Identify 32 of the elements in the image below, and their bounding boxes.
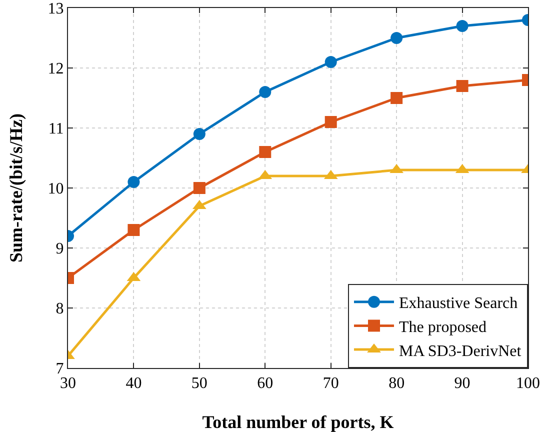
y-axis-title: Sum-rate/(bit/s/Hz) [6,114,26,262]
y-tick-label: 8 [56,300,64,318]
point [390,32,403,44]
x-tick-label: 70 [322,375,339,392]
x-tick-label: 30 [60,375,76,392]
x-tick-label: 60 [257,375,274,392]
y-tick-label: 13 [48,0,64,18]
y-tick-label: 10 [48,180,64,198]
x-tick-label: 80 [388,375,405,392]
x-tick-label: 90 [454,375,470,392]
point [390,92,403,104]
point [193,128,206,140]
point [324,56,337,68]
point [456,80,468,92]
point [193,182,206,194]
x-tick-label: 40 [126,375,142,392]
x-axis-title: Total number of ports, K [202,412,394,432]
point [128,176,140,188]
legend-label: The proposed [399,318,487,336]
point [259,146,272,158]
legend-label: Exhaustive Search [399,295,518,312]
point [324,116,337,128]
point [259,86,272,98]
x-tick-label: 100 [516,375,540,392]
point [456,20,468,32]
y-tick-label: 12 [48,60,64,78]
y-tick-label: 11 [48,120,64,138]
legend-label: MA SD3-DerivNet [399,342,522,360]
y-tick-label: 7 [56,360,64,378]
y-tick-label: 9 [56,240,64,258]
point [128,224,140,236]
x-tick-label: 50 [191,375,208,392]
